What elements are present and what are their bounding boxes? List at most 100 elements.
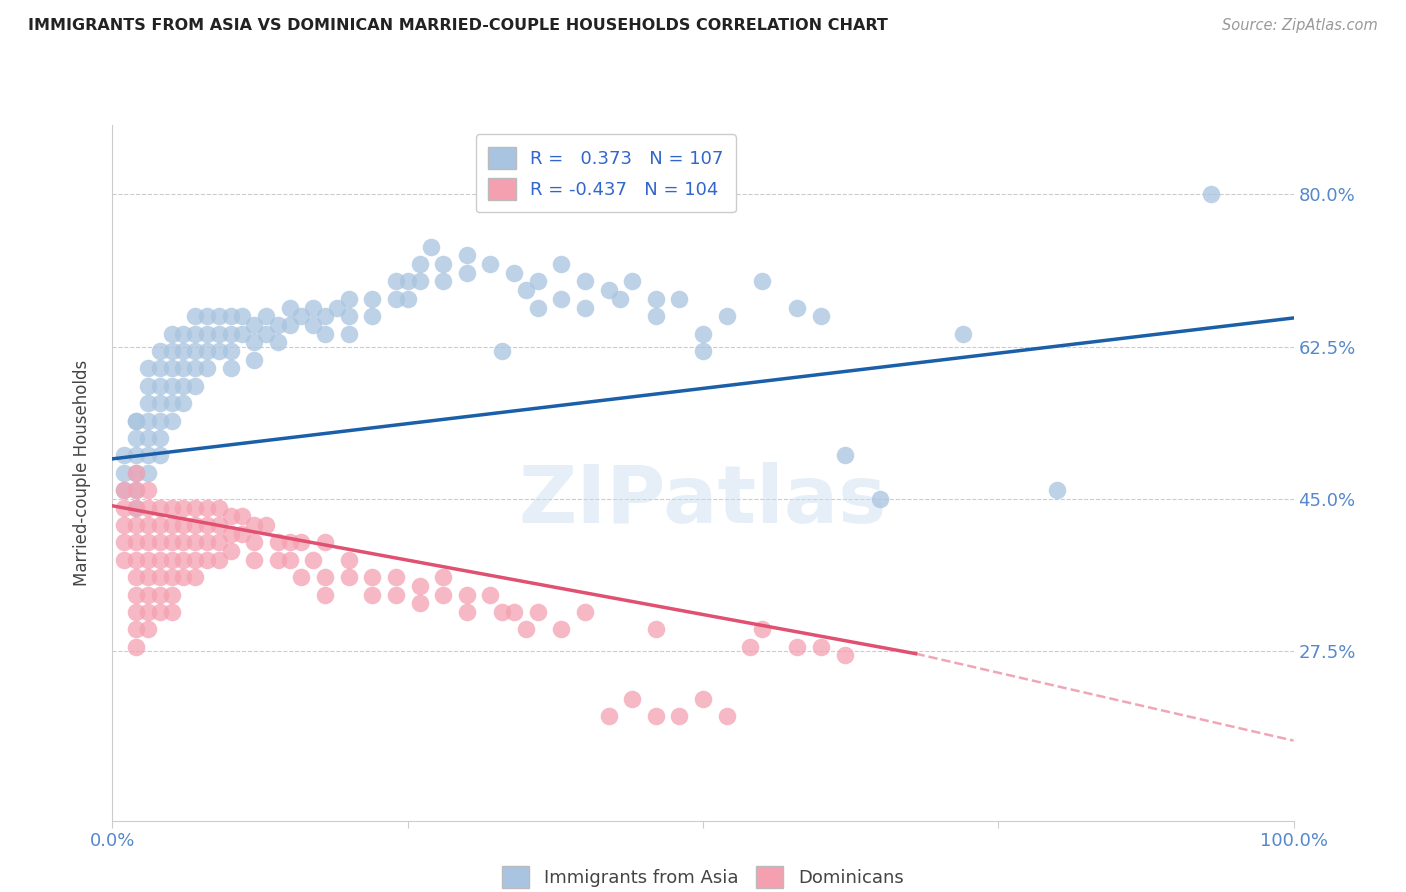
Point — [278, 552, 301, 567]
Point — [337, 326, 360, 341]
Point — [786, 640, 808, 654]
Point — [136, 414, 159, 428]
Point — [208, 552, 231, 567]
Point — [834, 648, 856, 663]
Point — [136, 587, 159, 601]
Point — [644, 709, 666, 723]
Point — [125, 414, 148, 428]
Point — [503, 605, 526, 619]
Point — [1046, 483, 1069, 498]
Point — [112, 517, 135, 532]
Point — [184, 343, 207, 358]
Point — [621, 692, 644, 706]
Point — [243, 552, 266, 567]
Text: Source: ZipAtlas.com: Source: ZipAtlas.com — [1222, 18, 1378, 33]
Point — [267, 535, 290, 549]
Point — [195, 517, 218, 532]
Point — [172, 570, 194, 584]
Point — [149, 605, 172, 619]
Point — [160, 535, 183, 549]
Point — [219, 509, 242, 524]
Point — [208, 326, 231, 341]
Point — [432, 570, 454, 584]
Point — [160, 500, 183, 515]
Point — [337, 552, 360, 567]
Point — [231, 309, 253, 323]
Point — [290, 570, 312, 584]
Point — [184, 570, 207, 584]
Point — [396, 275, 419, 289]
Point — [112, 535, 135, 549]
Point — [716, 309, 738, 323]
Point — [184, 378, 207, 392]
Point — [740, 640, 762, 654]
Point — [149, 431, 172, 445]
Point — [125, 466, 148, 480]
Point — [149, 517, 172, 532]
Point — [195, 500, 218, 515]
Point — [456, 248, 478, 262]
Point — [408, 257, 430, 271]
Point — [243, 517, 266, 532]
Point — [479, 587, 502, 601]
Point — [302, 552, 325, 567]
Point — [314, 309, 336, 323]
Point — [184, 552, 207, 567]
Point — [243, 352, 266, 367]
Point — [208, 343, 231, 358]
Legend: Immigrants from Asia, Dominicans: Immigrants from Asia, Dominicans — [495, 859, 911, 892]
Point — [184, 361, 207, 376]
Point — [125, 552, 148, 567]
Point — [172, 500, 194, 515]
Point — [112, 466, 135, 480]
Point — [231, 326, 253, 341]
Point — [385, 275, 408, 289]
Point — [432, 275, 454, 289]
Point — [420, 240, 443, 254]
Point — [208, 535, 231, 549]
Point — [668, 292, 690, 306]
Point — [337, 309, 360, 323]
Point — [149, 361, 172, 376]
Point — [598, 709, 620, 723]
Point — [550, 623, 572, 637]
Point — [254, 309, 277, 323]
Point — [172, 552, 194, 567]
Point — [149, 343, 172, 358]
Point — [231, 509, 253, 524]
Point — [208, 309, 231, 323]
Point — [149, 587, 172, 601]
Point — [598, 283, 620, 297]
Point — [160, 361, 183, 376]
Point — [267, 318, 290, 332]
Point — [385, 570, 408, 584]
Point — [184, 309, 207, 323]
Point — [125, 483, 148, 498]
Point — [136, 517, 159, 532]
Point — [361, 570, 384, 584]
Point — [278, 535, 301, 549]
Point — [136, 535, 159, 549]
Point — [361, 309, 384, 323]
Point — [136, 570, 159, 584]
Point — [208, 517, 231, 532]
Point — [136, 466, 159, 480]
Point — [184, 517, 207, 532]
Point — [184, 535, 207, 549]
Point — [125, 500, 148, 515]
Point — [112, 448, 135, 462]
Point — [432, 257, 454, 271]
Point — [125, 640, 148, 654]
Point — [574, 301, 596, 315]
Point — [136, 483, 159, 498]
Point — [125, 500, 148, 515]
Point — [361, 587, 384, 601]
Point — [574, 275, 596, 289]
Point — [456, 587, 478, 601]
Point — [149, 378, 172, 392]
Point — [125, 570, 148, 584]
Point — [834, 448, 856, 462]
Point — [491, 343, 513, 358]
Point — [125, 517, 148, 532]
Point — [408, 275, 430, 289]
